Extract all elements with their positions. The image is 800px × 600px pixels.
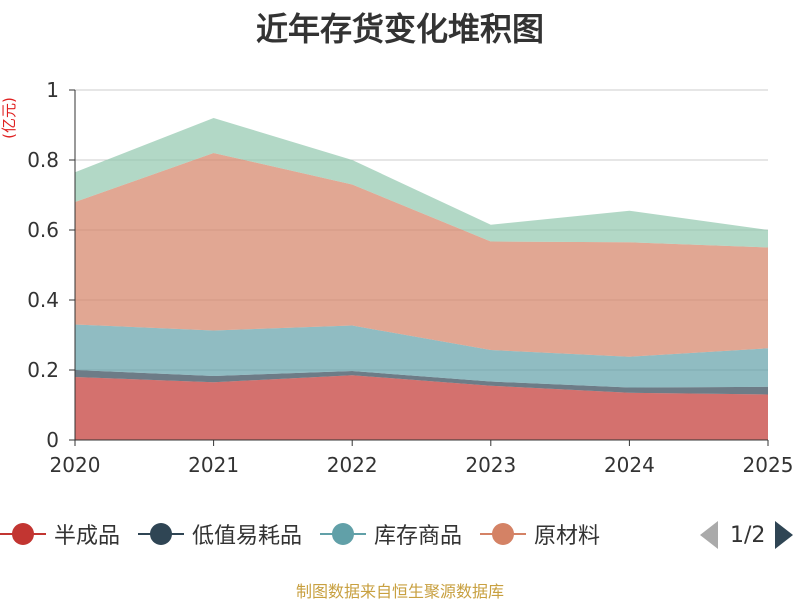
chart-legend[interactable]: 半成品 低值易耗品 库存商品 原材料 [0,514,618,554]
axes: 0 0.2 0.4 0.6 0.8 1 2020 2021 2022 2023 2024 2025 [27,78,793,477]
y-tick-label: 0 [46,428,59,452]
y-axis-label: (亿元) [0,97,18,139]
legend-item[interactable]: 半成品 [0,518,120,550]
legend-marker-icon [320,521,367,547]
legend-label: 半成品 [54,524,121,549]
legend-label: 原材料 [534,524,601,549]
legend-item[interactable]: 原材料 [480,518,600,550]
x-tick-label: 2020 [50,453,101,477]
chart-title: 近年存货变化堆积图 [255,10,544,48]
y-tick-label: 0.2 [27,358,59,382]
x-tick-label: 2024 [604,453,655,477]
legend-marker-icon [480,521,527,547]
y-tick-label: 1 [46,78,59,102]
legend-label: 库存商品 [374,524,463,549]
pager-next-icon[interactable] [775,521,794,549]
x-tick-label: 2022 [327,453,378,477]
legend-marker-icon [0,521,46,547]
legend-marker-icon [138,521,185,547]
y-tick-label: 0.8 [27,148,59,172]
x-tick-label: 2021 [188,453,239,477]
area-series-layer [75,118,768,440]
pager-prev-icon[interactable] [700,521,718,549]
area-series-1[interactable] [75,370,768,395]
area-series-4[interactable] [75,118,768,248]
area-series-2[interactable] [75,324,768,388]
pager-text: 1/2 [730,522,766,548]
area-series-3[interactable] [75,153,768,357]
legend-item[interactable]: 低值易耗品 [138,518,302,550]
legend-item[interactable]: 库存商品 [320,518,462,550]
legend-pager: 1/2 [700,517,794,553]
x-tick-label: 2025 [743,453,794,477]
x-tick-label: 2023 [465,453,516,477]
area-series-0[interactable] [75,375,768,440]
legend-label: 低值易耗品 [192,524,303,549]
y-tick-label: 0.6 [27,218,59,242]
source-note: 制图数据来自恒生聚源数据库 [295,582,504,600]
y-tick-label: 0.4 [27,288,59,312]
